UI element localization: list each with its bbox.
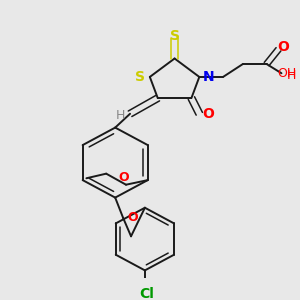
- Text: S: S: [135, 70, 145, 84]
- Text: N: N: [202, 70, 214, 84]
- Text: S: S: [169, 29, 180, 44]
- Text: Cl: Cl: [140, 287, 154, 300]
- Text: O: O: [128, 212, 138, 224]
- Text: H: H: [116, 109, 125, 122]
- Text: H: H: [287, 69, 296, 82]
- Text: O: O: [119, 171, 129, 184]
- Text: OH: OH: [277, 67, 296, 80]
- Text: O: O: [278, 40, 290, 54]
- Text: O: O: [202, 107, 214, 121]
